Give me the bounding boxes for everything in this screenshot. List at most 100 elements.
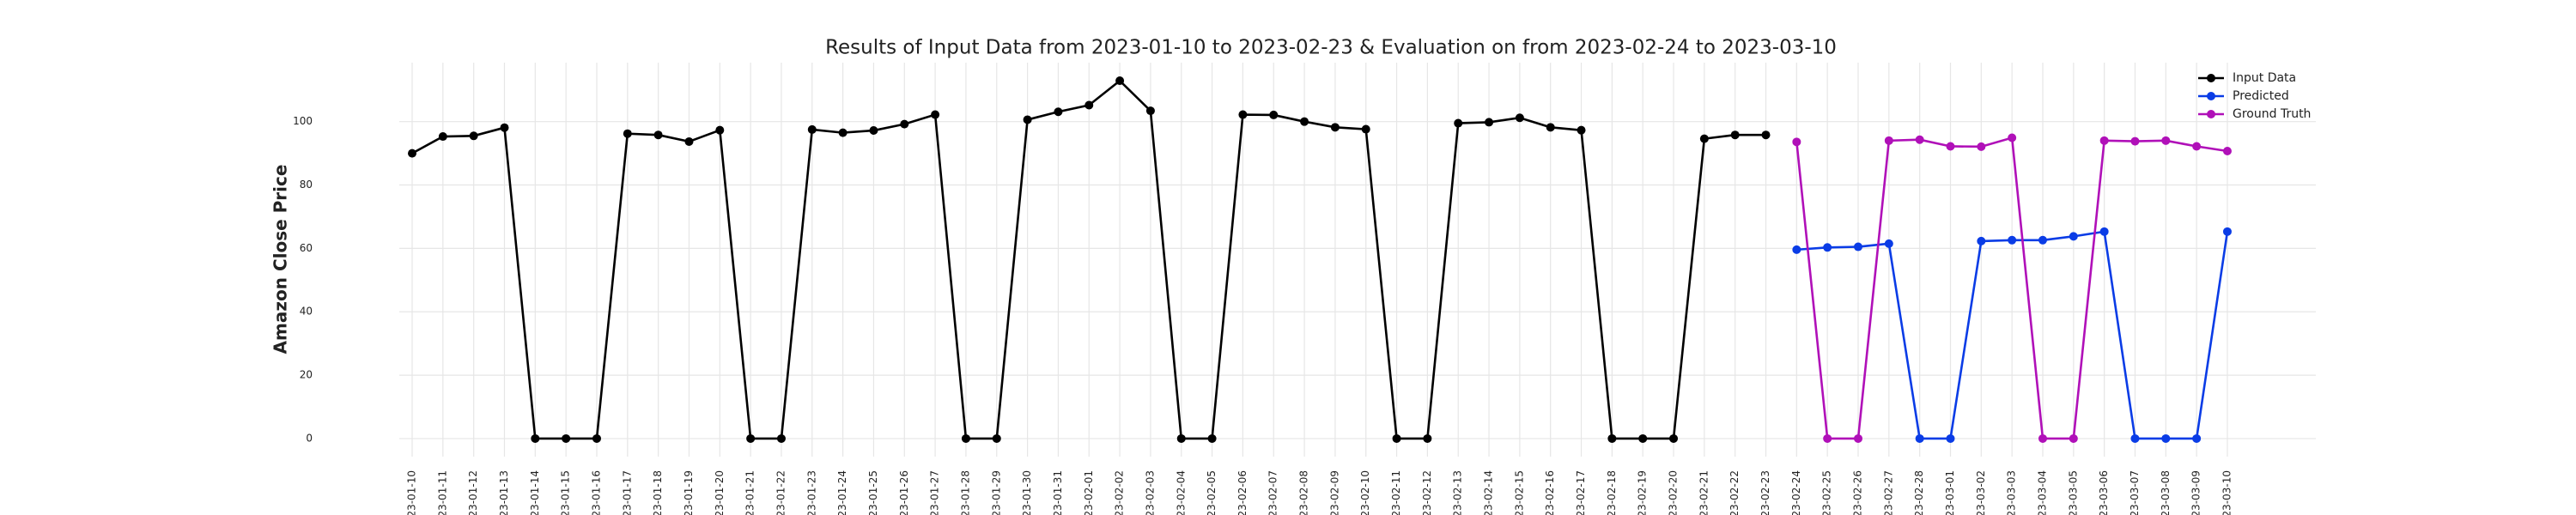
data-point	[408, 148, 416, 158]
x-tick-label: 2023-02-06	[1236, 470, 1249, 515]
data-point	[776, 433, 786, 443]
x-tick-label: 2023-01-13	[498, 470, 510, 515]
data-point	[1423, 433, 1432, 443]
x-tick-label: 2023-02-11	[1390, 470, 1402, 515]
x-tick-label: 2023-01-29	[990, 470, 1002, 515]
x-tick-label: 2023-02-10	[1359, 470, 1371, 515]
data-point	[1392, 433, 1401, 443]
data-point	[500, 123, 509, 132]
data-point	[1915, 433, 1924, 443]
x-tick-label: 2023-03-08	[2160, 470, 2172, 515]
data-point	[1946, 433, 1955, 443]
x-tick-label: 2023-01-27	[929, 470, 941, 515]
data-point	[961, 433, 970, 443]
x-tick-label: 2023-03-09	[2190, 470, 2202, 515]
x-tick-label: 2023-02-09	[1328, 470, 1340, 515]
x-tick-label: 2023-01-25	[867, 470, 879, 515]
data-point	[1269, 110, 1279, 119]
legend-marker	[2207, 92, 2215, 100]
x-tick-label: 2023-02-19	[1637, 470, 1649, 515]
data-point	[1884, 136, 1893, 145]
data-point	[2130, 433, 2140, 443]
data-point	[2099, 227, 2109, 236]
x-tick-label: 2023-01-12	[467, 470, 479, 515]
data-point	[2069, 433, 2078, 443]
data-point	[1607, 433, 1617, 443]
data-point	[2161, 433, 2171, 443]
legend-marker	[2207, 74, 2215, 82]
x-tick-label: 2023-01-28	[959, 470, 971, 515]
data-point	[653, 130, 663, 140]
y-tick-label: 20	[300, 369, 313, 381]
x-tick-label: 2023-01-31	[1052, 470, 1064, 515]
x-tick-label: 2023-03-05	[2067, 470, 2079, 515]
x-tick-label: 2023-02-24	[1790, 470, 1802, 515]
x-tick-label: 2023-02-23	[1759, 470, 1771, 515]
x-tick-label: 2023-01-11	[436, 470, 448, 515]
y-tick-label: 40	[300, 306, 313, 318]
y-tick-label: 60	[300, 242, 313, 254]
x-tick-label: 2023-01-18	[652, 470, 664, 515]
x-tick-label: 2023-02-27	[1882, 470, 1894, 515]
x-tick-label: 2023-02-17	[1575, 470, 1587, 515]
data-point	[1176, 433, 1186, 443]
data-point	[992, 433, 1001, 443]
data-point	[531, 433, 540, 443]
data-point	[1023, 115, 1032, 124]
data-point	[1669, 433, 1679, 443]
x-tick-label: 2023-01-21	[744, 470, 756, 515]
data-point	[1792, 245, 1801, 254]
x-tick-label: 2023-02-20	[1668, 470, 1680, 515]
x-tick-label: 2023-02-12	[1421, 470, 1433, 515]
data-point	[2038, 433, 2047, 443]
data-point	[592, 433, 601, 443]
x-tick-label: 2023-01-10	[406, 470, 418, 515]
data-point	[1115, 76, 1125, 86]
data-point	[1761, 130, 1771, 140]
data-point	[438, 132, 447, 142]
x-tick-label: 2023-02-26	[1852, 470, 1864, 515]
data-point	[469, 131, 478, 141]
data-point	[1946, 142, 1955, 151]
data-point	[1577, 125, 1586, 135]
x-tick-label: 2023-03-04	[2036, 470, 2048, 515]
x-tick-label: 2023-03-10	[2221, 470, 2233, 515]
chart-title: Results of Input Data from 2023-01-10 to…	[825, 37, 1837, 59]
data-point	[1730, 130, 1740, 140]
x-tick-label: 2023-01-17	[621, 470, 633, 515]
data-point	[715, 125, 725, 135]
data-point	[623, 129, 632, 138]
x-tick-label: 2023-02-16	[1544, 470, 1556, 515]
x-tick-label: 2023-01-15	[560, 470, 572, 515]
x-tick-label: 2023-03-07	[2129, 470, 2141, 515]
data-point	[2161, 136, 2171, 145]
data-point	[1238, 110, 1248, 119]
data-point	[2008, 133, 2017, 142]
data-point	[2222, 147, 2232, 156]
data-point	[1330, 123, 1340, 132]
data-point	[562, 433, 571, 443]
legend-marker	[2207, 110, 2215, 118]
data-point	[2130, 136, 2140, 146]
x-tick-label: 2023-02-02	[1114, 470, 1126, 515]
data-point	[1699, 134, 1709, 143]
x-tick-label: 2023-02-04	[1175, 470, 1187, 515]
y-tick-label: 0	[306, 432, 313, 444]
legend-label: Input Data	[2233, 71, 2296, 85]
data-point	[1792, 137, 1801, 147]
x-tick-label: 2023-01-24	[836, 470, 848, 515]
x-tick-label: 2023-01-16	[590, 470, 602, 515]
data-point	[1515, 113, 1524, 123]
x-tick-label: 2023-02-21	[1698, 470, 1710, 515]
data-point	[1823, 433, 1832, 443]
data-point	[1145, 106, 1155, 116]
x-tick-label: 2023-02-03	[1144, 470, 1156, 515]
x-tick-label: 2023-02-07	[1267, 470, 1279, 515]
data-point	[2008, 235, 2017, 245]
y-axis-label: Amazon Close Price	[270, 165, 291, 354]
y-tick-label: 100	[293, 115, 313, 127]
data-point	[1638, 433, 1648, 443]
x-tick-label: 2023-01-23	[805, 470, 817, 515]
x-tick-label: 2023-01-22	[775, 470, 787, 515]
x-tick-label: 2023-02-14	[1483, 470, 1495, 515]
